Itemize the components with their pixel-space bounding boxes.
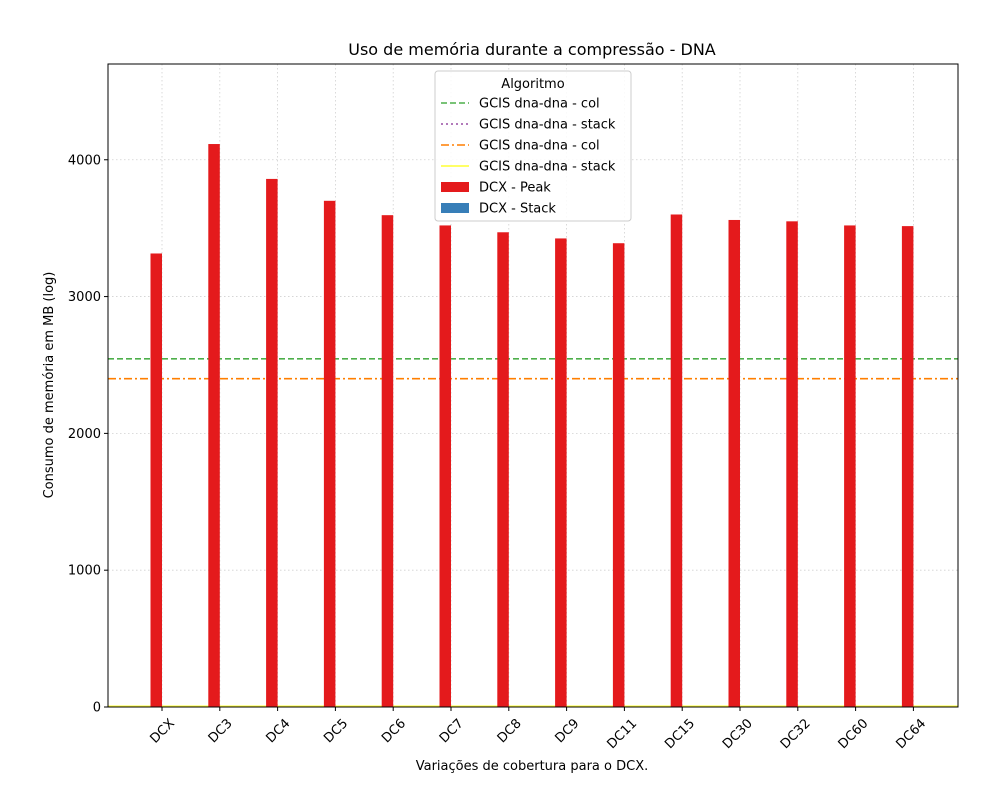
y-tick-label: 1000: [68, 564, 101, 579]
bar-peak: [266, 178, 278, 708]
x-tick-label: DC15: [662, 716, 698, 752]
legend-swatch-patch: [441, 203, 469, 213]
reference-lines: [108, 358, 958, 708]
x-tick-label: DC7: [437, 716, 467, 746]
legend-entry-label: GCIS dna-dna - col: [479, 97, 600, 112]
x-tick-label: DC11: [604, 716, 640, 752]
x-tick-label: DC6: [379, 716, 409, 746]
x-tick-label: DC9: [552, 716, 582, 746]
bar-peak: [555, 238, 567, 707]
y-tick-label: 4000: [68, 153, 101, 168]
bar-peak: [844, 225, 856, 708]
x-tick-label: DC30: [720, 716, 756, 752]
bar-peak: [612, 243, 625, 707]
bars: [150, 144, 914, 708]
x-tick-label: DC64: [893, 716, 929, 752]
legend-entry-label: GCIS dna-dna - col: [479, 139, 600, 154]
bar-peak: [439, 225, 451, 708]
x-tick-label: DC60: [836, 716, 872, 752]
legend: Algoritmo GCIS dna-dna - col GCIS dna-dna …: [434, 70, 632, 222]
x-axis: DCX DC3 DC4 DC5 DC6 DC7 DC8 DC9 DC11 DC15 DC30 DC32…: [147, 707, 929, 752]
y-tick-label: 3000: [68, 290, 101, 305]
bar-peak: [323, 200, 336, 707]
x-tick-label: DC3: [206, 716, 236, 746]
legend-entry-label: GCIS dna-dna - stack: [479, 118, 616, 133]
x-tick-label: DCX: [147, 716, 177, 746]
legend-title: Algoritmo: [501, 77, 564, 92]
y-axis-label: Consumo de memória em MB (log): [42, 272, 57, 499]
y-tick-label: 0: [93, 701, 101, 716]
x-axis-label: Variações de cobertura para o DCX.: [416, 759, 649, 774]
legend-entry-label: GCIS dna-dna - stack: [479, 160, 616, 175]
bar-peak: [901, 226, 914, 707]
legend-entry-label: DCX - Stack: [479, 202, 556, 217]
bar-peak: [670, 214, 683, 707]
x-tick-label: DC5: [321, 716, 351, 746]
y-tick-label: 2000: [68, 427, 101, 442]
chart-title: Uso de memória durante a compressão - DN…: [348, 40, 716, 59]
x-tick-label: DC8: [495, 716, 525, 746]
x-tick-label: DC32: [778, 716, 814, 752]
bar-peak: [381, 215, 394, 707]
bar-peak: [150, 253, 162, 707]
bar-peak: [208, 144, 220, 708]
legend-entry-label: DCX - Peak: [479, 181, 551, 196]
plot-frame: [107, 63, 959, 708]
y-axis: 0 1000 2000 3000 4000: [68, 153, 108, 716]
bar-peak: [728, 219, 740, 707]
legend-swatch-patch: [441, 182, 469, 192]
legend-box: [434, 70, 632, 222]
bar-peak: [786, 221, 798, 708]
x-tick-label: DC4: [263, 716, 293, 746]
bar-peak: [497, 232, 509, 707]
